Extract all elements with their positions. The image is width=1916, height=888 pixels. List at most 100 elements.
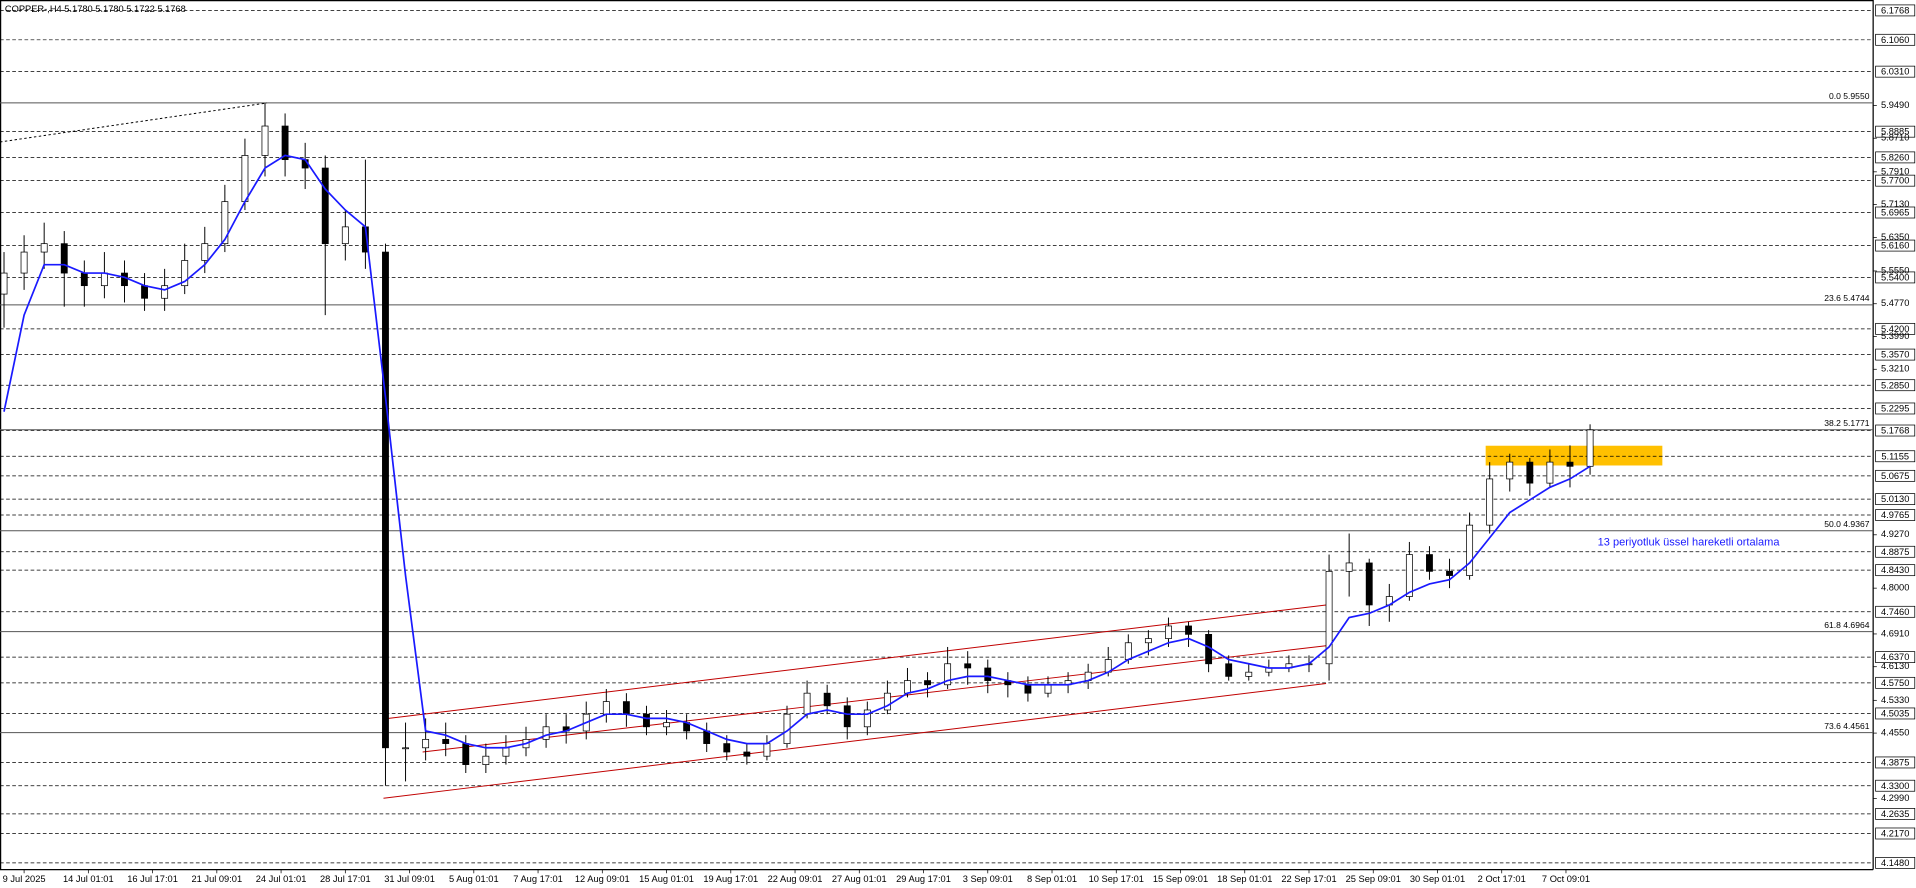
candle-body [1426, 554, 1433, 572]
candle-body [763, 743, 771, 757]
candle-body [321, 167, 329, 245]
level-box [1875, 469, 1916, 482]
candle-body [1546, 461, 1554, 484]
candle-body [161, 285, 169, 299]
x-tick-label: 12 Aug 09:01 [575, 874, 630, 884]
level-label: 4.8875 [1881, 547, 1909, 557]
candle-body [382, 251, 389, 749]
y-tick-label: 4.6910 [1881, 628, 1909, 638]
level-box [1875, 707, 1916, 720]
x-tick-label: 31 Jul 09:01 [384, 874, 435, 884]
candle-body [1566, 461, 1574, 467]
x-tick-label: 27 Aug 01:01 [832, 874, 887, 884]
candle-body [181, 260, 189, 287]
level-label: 5.4200 [1881, 324, 1909, 334]
candle-body [402, 747, 409, 750]
fibo-label: 38.2 5.1771 [1824, 418, 1869, 428]
x-tick-label: 24 Jul 01:01 [256, 874, 307, 884]
candle-body [803, 692, 811, 715]
candle-body [141, 285, 148, 299]
candle-body [442, 739, 450, 744]
candle-body [602, 701, 610, 715]
candle-body [924, 680, 931, 686]
level-box [1875, 493, 1916, 505]
level-label: 6.1060 [1881, 35, 1909, 45]
candle-body [221, 201, 229, 245]
candle-body [422, 739, 430, 749]
candle-body [1526, 461, 1534, 484]
candle-body [843, 705, 851, 728]
x-tick-label: 14 Jul 01:01 [63, 874, 114, 884]
level-box [1875, 348, 1916, 361]
candle-body [823, 692, 831, 707]
level-box [1875, 65, 1916, 78]
level-box [1875, 174, 1916, 187]
candle-body [80, 272, 88, 287]
candle-body [1446, 570, 1453, 576]
y-tick-label: 4.4550 [1881, 728, 1909, 738]
x-tick-label: 8 Sep 01:01 [1027, 874, 1077, 884]
x-tick-label: 7 Oct 09:01 [1542, 874, 1590, 884]
fibo-label: 61.8 4.6964 [1824, 620, 1869, 630]
level-label: 5.6160 [1881, 241, 1909, 251]
candle-body [100, 272, 108, 287]
candle-body [0, 272, 8, 295]
candle-body [863, 709, 871, 728]
level-box [1875, 564, 1916, 577]
x-tick-label: 15 Sep 09:01 [1153, 874, 1208, 884]
level-label: 5.2295 [1881, 404, 1909, 414]
candle-body [1325, 570, 1333, 665]
candle-body [281, 125, 289, 161]
x-tick-label: 2 Oct 17:01 [1478, 874, 1526, 884]
y-tick-label: 5.6350 [1881, 232, 1909, 242]
candle-body [1506, 461, 1514, 480]
level-label: 4.3875 [1881, 758, 1909, 768]
level-label: 4.1480 [1881, 858, 1909, 868]
level-box [1875, 271, 1916, 284]
candle-body [883, 692, 891, 711]
level-box [1875, 322, 1916, 335]
x-tick-label: 10 Sep 17:01 [1089, 874, 1144, 884]
ema-line [3, 154, 1591, 749]
candle-body [904, 680, 911, 694]
fibo-label: 23.6 5.4744 [1824, 293, 1869, 303]
level-box [1875, 379, 1916, 392]
level-box [1875, 857, 1916, 869]
level-box [1875, 151, 1916, 164]
annotation: 13 periyotluk üssel hareketli ortalama [1598, 537, 1781, 549]
candle-body [743, 751, 751, 757]
x-tick-label: 22 Aug 09:01 [768, 874, 823, 884]
candle-body [663, 722, 670, 728]
x-tick-label: 16 Jul 17:01 [127, 874, 178, 884]
candle-body [622, 701, 630, 715]
candle-body [462, 743, 470, 765]
y-tick-label: 5.4770 [1881, 298, 1909, 308]
x-tick-label: 3 Sep 09:01 [963, 874, 1013, 884]
level-box [1875, 779, 1916, 792]
level-label: 5.3570 [1881, 350, 1909, 360]
level-label: 6.0310 [1881, 67, 1909, 77]
level-label: 5.5400 [1881, 272, 1909, 282]
candle-body [40, 243, 48, 253]
x-tick-label: 9 Jul 2025 [3, 874, 46, 884]
fibo-label: 73.6 4.4561 [1824, 721, 1869, 731]
candle-body [1345, 562, 1353, 572]
level-box [1875, 125, 1916, 138]
trendline [422, 645, 1327, 753]
x-tick-label: 15 Aug 01:01 [639, 874, 694, 884]
y-tick-label: 5.7910 [1881, 166, 1909, 176]
level-label: 4.7460 [1881, 607, 1909, 617]
x-tick-label: 25 Sep 09:01 [1346, 874, 1401, 884]
x-tick-label: 18 Sep 01:01 [1217, 874, 1272, 884]
y-tick-label: 5.8710 [1881, 133, 1909, 143]
level-box [1875, 239, 1916, 252]
x-tick-label: 5 Aug 01:01 [449, 874, 499, 884]
trendline [383, 683, 1327, 799]
y-tick-label: 4.6130 [1881, 661, 1909, 671]
x-tick-label: 22 Sep 17:01 [1281, 874, 1336, 884]
level-label: 5.8260 [1881, 152, 1909, 162]
candle-body [201, 243, 209, 261]
candle-body [1165, 625, 1172, 639]
